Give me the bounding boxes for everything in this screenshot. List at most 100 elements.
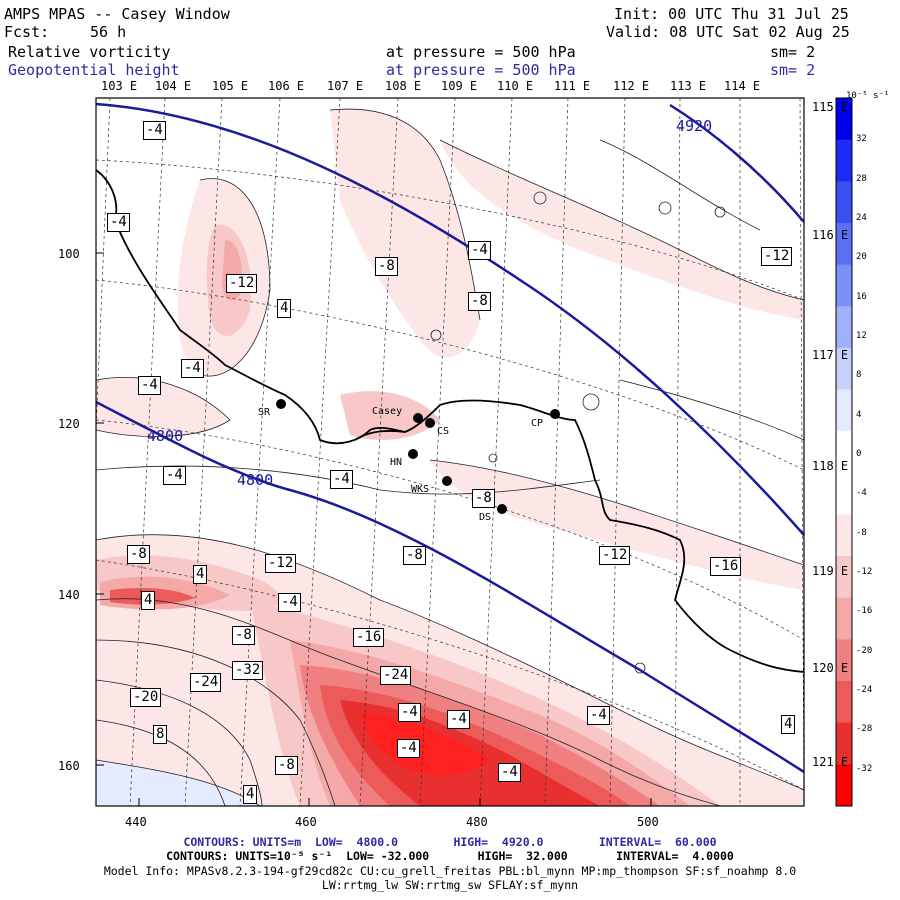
colorbar-swatch: [836, 597, 852, 640]
top-lon-label: 111 E: [554, 79, 591, 93]
colorbar-label: -24: [856, 685, 873, 695]
colorbar-swatch: [836, 639, 852, 682]
plot-frame: [95, 97, 805, 807]
field2-name: Geopotential height: [8, 61, 180, 79]
top-lon-label: 109 E: [441, 79, 478, 93]
vorticity-contour-label: -4: [163, 466, 186, 485]
station-dot: [276, 399, 286, 409]
vorticity-contour-label: -4: [138, 376, 161, 395]
station-dot: [413, 413, 423, 423]
left-ticks: [96, 252, 652, 806]
left-axis-label: 120: [58, 417, 80, 431]
plot-title: AMPS MPAS -- Casey Window: [4, 5, 230, 23]
station-label: Casey: [372, 406, 403, 417]
top-lon-label: 107 E: [327, 79, 364, 93]
footer-height-contours: CONTOURS: UNITS=m LOW= 4800.0 HIGH= 4920…: [183, 835, 717, 849]
vorticity-contour-label: -8: [232, 626, 255, 645]
colorbar-swatch: [836, 431, 852, 474]
height-contour-label: 4920: [676, 117, 713, 135]
right-lon-label: 116 E: [812, 228, 849, 242]
colorbar-label: 4: [856, 409, 862, 420]
colorbar-label: -20: [856, 645, 873, 656]
left-axis-label: 160: [58, 759, 80, 773]
vorticity-contour-label: -20: [130, 688, 162, 707]
bottom-axis-label: 460: [295, 815, 317, 829]
vorticity-contour-label: -24: [380, 666, 412, 685]
colorbar-swatch: [836, 681, 852, 724]
vorticity-contour-label: -4: [397, 739, 420, 758]
colorbar-label: 16: [856, 291, 867, 302]
colorbar-swatch: [836, 514, 852, 557]
right-lon-label: 117 E: [812, 348, 849, 362]
vorticity-contour-label: -12: [761, 247, 793, 266]
bottom-axis-label: 440: [125, 815, 147, 829]
vorticity-contour-label: 4: [781, 715, 796, 734]
colorbar-label: 28: [856, 173, 867, 184]
colorbar-swatch: [836, 722, 852, 765]
vorticity-contour-label: -4: [143, 121, 166, 140]
vorticity-contour-label: -16: [353, 628, 385, 647]
right-lon-label: 119 E: [812, 564, 849, 578]
station-label: DS: [479, 512, 492, 523]
colorbar-label: 32: [856, 134, 867, 145]
footer-model-physics: LW:rrtmg_lw SW:rrtmg_sw SFLAY:sf_mynn: [321, 878, 579, 892]
top-lon-label: 113 E: [670, 79, 707, 93]
vorticity-contours: [96, 108, 804, 806]
top-lon-label: 105 E: [212, 79, 249, 93]
colorbar-swatch: [836, 472, 852, 515]
station-dot: [442, 476, 452, 486]
vorticity-contour-label: -4: [498, 763, 521, 782]
footer-model-info: Model Info: MPASv8.2.3-194-gf29cd82c CU:…: [103, 864, 797, 878]
colorbar: [835, 97, 853, 807]
vorticity-contour-label: 4: [141, 591, 156, 610]
vorticity-contour-label: -24: [190, 673, 222, 692]
field1-level: at pressure = 500 hPa: [386, 43, 576, 61]
station-dot: [408, 449, 418, 459]
colorbar-frame: [835, 97, 853, 807]
colorbar-label: -16: [856, 606, 873, 617]
vorticity-contour-label: -4: [278, 593, 301, 612]
vorticity-contour-label: -4: [447, 710, 470, 729]
colorbar-label: -4: [856, 488, 867, 499]
colorbar-swatch: [836, 264, 852, 307]
geopotential-height-contours: [96, 102, 804, 774]
vorticity-contour-label: -4: [181, 359, 204, 378]
colorbar-label: 8: [856, 370, 862, 381]
colorbar-swatch: [836, 764, 852, 807]
vorticity-contour-label: -12: [599, 546, 631, 565]
left-axis-label: 100: [58, 247, 80, 261]
right-lon-label: 118 E: [812, 459, 849, 473]
colorbar-unit: 10⁻⁵ s⁻¹: [846, 91, 890, 101]
top-lon-label: 112 E: [613, 79, 650, 93]
colorbar-label: 12: [856, 331, 867, 341]
vorticity-contour-label: 4: [193, 565, 208, 584]
top-lon-label: 104 E: [155, 79, 192, 93]
field2-smoothing: sm= 2: [770, 61, 816, 79]
station-label: CS: [437, 426, 450, 437]
station-dot: [425, 418, 435, 428]
height-contour-label: 4800: [237, 471, 274, 489]
station-label: SR: [258, 407, 271, 418]
top-lon-label: 103 E: [101, 79, 138, 93]
vorticity-contour-label: -4: [330, 470, 353, 489]
colorbar-label: 20: [856, 252, 867, 263]
colorbar-label: -8: [856, 527, 867, 538]
right-lon-label: 121 E: [812, 755, 849, 769]
coastline: [96, 169, 804, 673]
vorticity-contour-label: 4: [243, 785, 258, 804]
vorticity-shading: [96, 109, 804, 806]
bottom-axis-label: 480: [466, 815, 488, 829]
vorticity-contour-label: -8: [468, 292, 491, 311]
bottom-axis-label: 500: [637, 815, 659, 829]
latlon-grid: [96, 98, 804, 806]
field1-smoothing: sm= 2: [770, 43, 816, 61]
init-time: Init: 00 UTC Thu 31 Jul 25: [614, 5, 849, 23]
vorticity-contour-label: 8: [153, 725, 168, 744]
forecast-hours: 56 h: [90, 23, 127, 41]
station-label: WKS: [411, 484, 430, 495]
colorbar-label: 24: [856, 213, 867, 223]
colorbar-swatch: [836, 181, 852, 224]
top-lon-label: 106 E: [268, 79, 305, 93]
vorticity-contour-label: -8: [127, 545, 150, 564]
